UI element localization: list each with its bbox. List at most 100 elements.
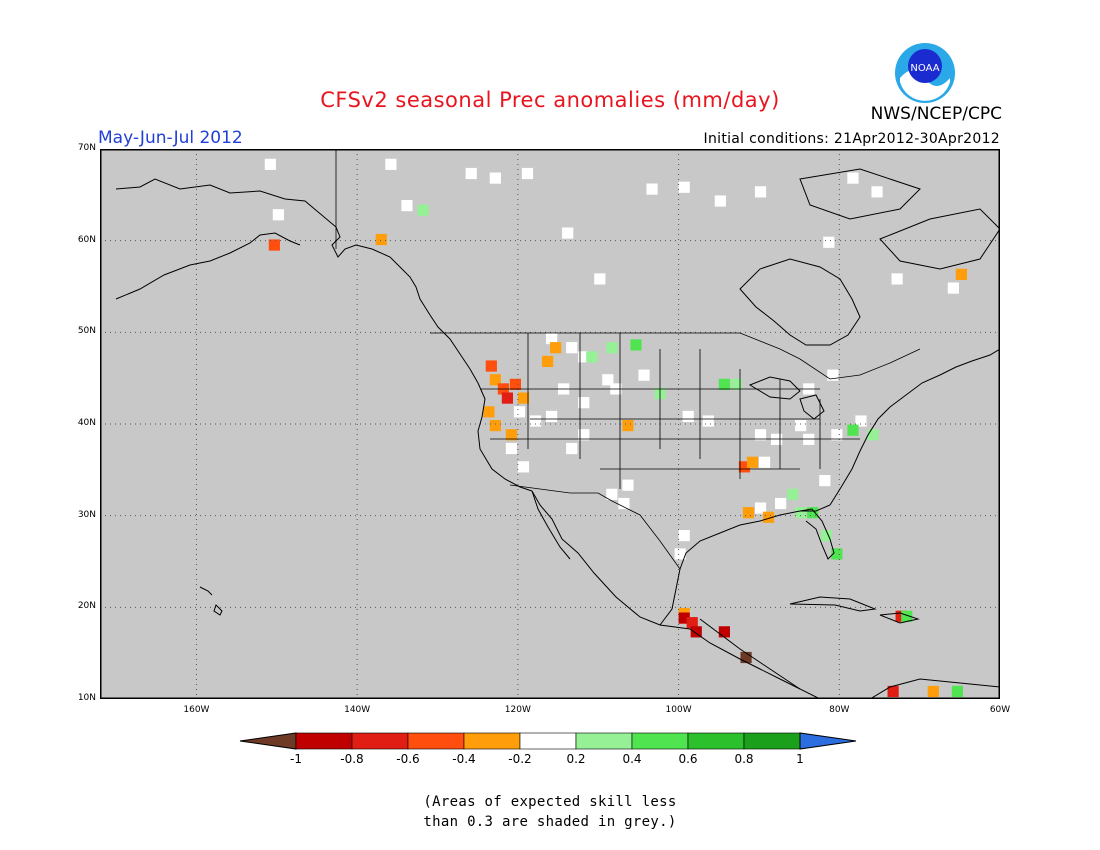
colorbar-label: -0.6 <box>396 752 420 766</box>
anomaly-cell <box>606 342 618 354</box>
white-cell <box>602 374 614 386</box>
anomaly-cell <box>807 507 819 519</box>
initial-conditions: Initial conditions: 21Apr2012-30Apr2012 <box>703 131 1000 147</box>
white-cell <box>714 195 726 207</box>
anomaly-cell <box>483 406 495 418</box>
colorbar-label: -0.2 <box>508 752 532 766</box>
white-cell <box>606 488 618 500</box>
anomaly-cell <box>509 378 522 390</box>
colorbar-swatch <box>407 732 465 750</box>
white-cell <box>546 410 558 423</box>
logo-wave <box>900 70 950 101</box>
anomaly-cell <box>895 610 907 622</box>
lon-tick-label: 140W <box>344 705 371 715</box>
anomaly-cell <box>847 424 859 436</box>
anomaly-cell <box>505 429 518 441</box>
agency-label: NWS/NCEP/CPC <box>870 104 1002 124</box>
white-cell <box>891 273 903 285</box>
white-cell <box>871 186 883 198</box>
white-cell <box>546 332 558 345</box>
white-cell <box>702 415 714 427</box>
skill-note-line-1: (Areas of expected skill less <box>423 794 677 810</box>
white-cell <box>272 209 284 221</box>
colorbar-label: -1 <box>290 752 302 766</box>
white-cell <box>754 186 767 198</box>
anomaly-cell <box>746 456 759 468</box>
lat-tick-label: 60N <box>77 234 96 245</box>
colorbar-swatches <box>239 732 857 750</box>
lon-tick-label: 60W <box>989 705 1011 715</box>
white-cell <box>562 227 574 239</box>
anomaly-cell <box>517 392 530 404</box>
lat-tick-label: 20N <box>77 601 96 612</box>
white-cell <box>827 369 839 381</box>
anomaly-cell <box>417 204 429 216</box>
colorbar-swatch <box>631 732 689 750</box>
map-frame <box>100 149 1000 699</box>
anomaly-cell <box>738 461 751 473</box>
white-cell <box>264 158 276 170</box>
white-cell <box>385 158 397 170</box>
white-cell <box>465 167 477 180</box>
anomaly-cell <box>375 233 387 246</box>
white-cell <box>489 172 501 184</box>
anomaly-cell <box>927 685 939 698</box>
white-cell <box>566 442 578 455</box>
colorbar-swatch <box>743 732 801 750</box>
anomaly-cell <box>268 239 280 251</box>
white-cell <box>775 497 787 510</box>
colorbar-swatch <box>295 732 353 750</box>
anomaly-cells <box>268 204 968 698</box>
colorbar-swatch <box>519 732 577 750</box>
white-cell <box>758 456 771 468</box>
anomaly-cell <box>951 685 964 698</box>
anomaly-cell <box>630 339 642 351</box>
white-cell <box>638 369 650 381</box>
anomaly-cell <box>787 488 799 500</box>
colorbar-label: 0.6 <box>678 752 698 766</box>
colorbar-high-arrow <box>799 732 857 750</box>
white-cell <box>795 420 807 432</box>
anomaly-cell <box>718 378 730 390</box>
anomaly-cell <box>541 355 554 368</box>
anomaly-cell <box>867 429 879 441</box>
coastlines <box>115 168 1000 699</box>
white-cell <box>529 415 542 427</box>
anomaly-cell <box>887 685 899 698</box>
anomaly-cell <box>489 420 501 432</box>
white-cell <box>855 415 867 427</box>
white-cell <box>505 442 518 455</box>
white-cell <box>618 497 630 510</box>
white-cell <box>947 282 959 294</box>
anomaly-cell <box>831 548 843 560</box>
precip-anomaly-map <box>100 149 1000 699</box>
logo-bird <box>908 49 942 83</box>
white-cell <box>823 236 835 248</box>
white-cell <box>566 342 578 354</box>
anomaly-cell <box>901 610 913 622</box>
white-cell <box>578 429 590 441</box>
lat-tick-label: 70N <box>77 143 96 153</box>
colorbar-swatch <box>687 732 745 750</box>
chart-title: CFSv2 seasonal Prec anomalies (mm/day) <box>320 88 780 112</box>
white-cell <box>594 273 606 285</box>
anomaly-cell <box>955 268 968 280</box>
lat-tick-label: 50N <box>77 326 96 337</box>
lat-tick-label: 30N <box>77 509 96 520</box>
anomaly-cell <box>762 511 775 523</box>
white-cell <box>831 429 843 441</box>
anomaly-cell <box>740 651 752 664</box>
lon-tick-label: 100W <box>665 705 692 715</box>
logo-text: NOAA <box>910 63 939 74</box>
skill-note: (Areas of expected skill less than 0.3 a… <box>0 792 1100 832</box>
white-cell <box>678 530 690 542</box>
white-cell <box>517 461 530 473</box>
white-cell <box>578 397 590 409</box>
white-cell <box>682 410 694 423</box>
white-cell <box>754 502 767 514</box>
anomaly-cell <box>622 420 634 432</box>
forecast-period: May-Jun-Jul 2012 <box>98 128 243 148</box>
anomaly-cell <box>718 626 730 638</box>
anomaly-cell <box>678 612 690 624</box>
skill-note-line-2: than 0.3 are shaded in grey.) <box>423 814 677 830</box>
